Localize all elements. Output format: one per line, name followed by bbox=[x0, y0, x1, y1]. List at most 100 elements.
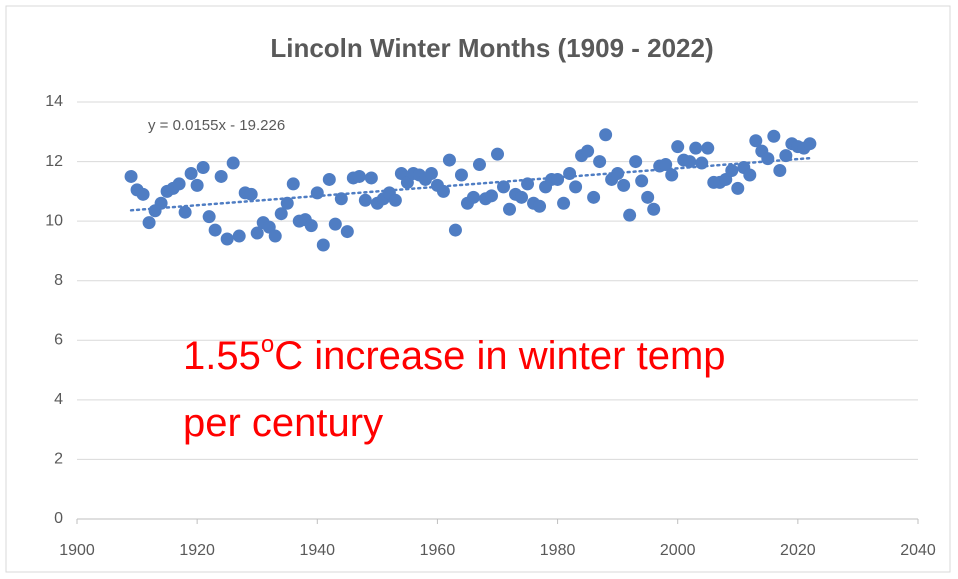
point bbox=[226, 156, 240, 170]
point bbox=[232, 229, 246, 243]
point bbox=[491, 147, 504, 161]
point bbox=[124, 169, 138, 183]
point bbox=[629, 155, 643, 169]
point bbox=[497, 180, 511, 194]
point bbox=[136, 187, 150, 201]
point bbox=[364, 171, 378, 185]
point bbox=[659, 158, 673, 172]
point bbox=[563, 166, 577, 180]
point bbox=[587, 190, 601, 204]
point bbox=[280, 196, 294, 210]
point bbox=[701, 141, 715, 155]
point bbox=[352, 169, 366, 183]
annotation: per century bbox=[183, 401, 383, 445]
x-tick-label: 1940 bbox=[299, 542, 335, 559]
y-tick-label: 2 bbox=[54, 451, 63, 468]
point bbox=[641, 190, 655, 204]
y-tick-label: 8 bbox=[54, 272, 63, 289]
point bbox=[358, 193, 372, 207]
point bbox=[665, 168, 679, 182]
y-tick-label: 14 bbox=[45, 93, 63, 110]
point bbox=[322, 172, 336, 186]
point bbox=[448, 223, 462, 237]
point bbox=[515, 190, 529, 204]
x-tick-label: 1980 bbox=[540, 542, 576, 559]
point bbox=[184, 166, 198, 180]
point bbox=[208, 223, 222, 237]
point bbox=[244, 187, 258, 201]
point bbox=[250, 226, 264, 240]
x-tick-label: 1920 bbox=[179, 542, 215, 559]
x-tick-label: 1960 bbox=[420, 542, 456, 559]
point bbox=[761, 152, 775, 166]
point bbox=[178, 205, 192, 219]
point bbox=[268, 229, 282, 243]
point bbox=[142, 216, 156, 230]
point bbox=[304, 219, 318, 233]
point bbox=[635, 174, 649, 188]
point bbox=[274, 207, 288, 221]
x-tick-label: 2040 bbox=[900, 542, 936, 559]
point bbox=[683, 155, 697, 169]
point bbox=[316, 238, 330, 252]
point bbox=[623, 208, 637, 222]
point bbox=[773, 164, 787, 178]
x-tick-label: 2000 bbox=[660, 542, 696, 559]
point bbox=[154, 196, 168, 210]
point bbox=[647, 202, 661, 216]
x-tick-label: 2020 bbox=[780, 542, 816, 559]
point bbox=[599, 128, 613, 142]
trendline-equation: y = 0.0155x - 19.226 bbox=[148, 117, 285, 134]
point bbox=[310, 186, 324, 200]
annotation-part: o bbox=[261, 331, 274, 358]
annotation-part: 1.55 bbox=[183, 334, 261, 378]
point bbox=[286, 177, 300, 191]
point bbox=[220, 232, 234, 246]
point bbox=[689, 141, 703, 155]
point bbox=[725, 164, 739, 178]
y-tick-label: 4 bbox=[54, 391, 63, 408]
point bbox=[388, 193, 402, 207]
y-tick-label: 10 bbox=[45, 212, 63, 229]
point bbox=[731, 181, 745, 195]
y-tick-label: 6 bbox=[54, 332, 63, 349]
point bbox=[617, 178, 631, 192]
chart-title: Lincoln Winter Months (1909 - 2022) bbox=[270, 33, 713, 63]
y-tick-label: 12 bbox=[45, 153, 63, 170]
point bbox=[533, 199, 547, 213]
chart-border bbox=[5, 5, 951, 573]
point bbox=[671, 140, 685, 154]
annotation-part: C increase in winter temp bbox=[274, 334, 725, 378]
point bbox=[611, 166, 625, 180]
point bbox=[749, 134, 763, 148]
point bbox=[196, 161, 210, 175]
point bbox=[551, 172, 565, 186]
point bbox=[328, 217, 342, 231]
trendline bbox=[129, 156, 812, 212]
point bbox=[472, 158, 486, 172]
point bbox=[521, 177, 535, 191]
x-tick-label: 1900 bbox=[59, 542, 95, 559]
point bbox=[593, 155, 607, 169]
point bbox=[172, 177, 186, 191]
point bbox=[340, 225, 354, 239]
point bbox=[557, 196, 571, 210]
point bbox=[442, 153, 456, 167]
point bbox=[214, 169, 228, 183]
point bbox=[202, 210, 216, 224]
point bbox=[436, 184, 450, 198]
annotation: 1.55oC increase in winter temp bbox=[183, 331, 726, 377]
point bbox=[779, 149, 793, 163]
point bbox=[803, 137, 817, 151]
point bbox=[454, 168, 468, 182]
point bbox=[484, 189, 498, 203]
point bbox=[424, 166, 438, 180]
point bbox=[334, 192, 348, 206]
point bbox=[695, 156, 709, 170]
point bbox=[190, 178, 204, 192]
point bbox=[569, 180, 583, 194]
point bbox=[503, 202, 517, 216]
point bbox=[466, 190, 480, 204]
annotation-part: per century bbox=[183, 401, 383, 445]
